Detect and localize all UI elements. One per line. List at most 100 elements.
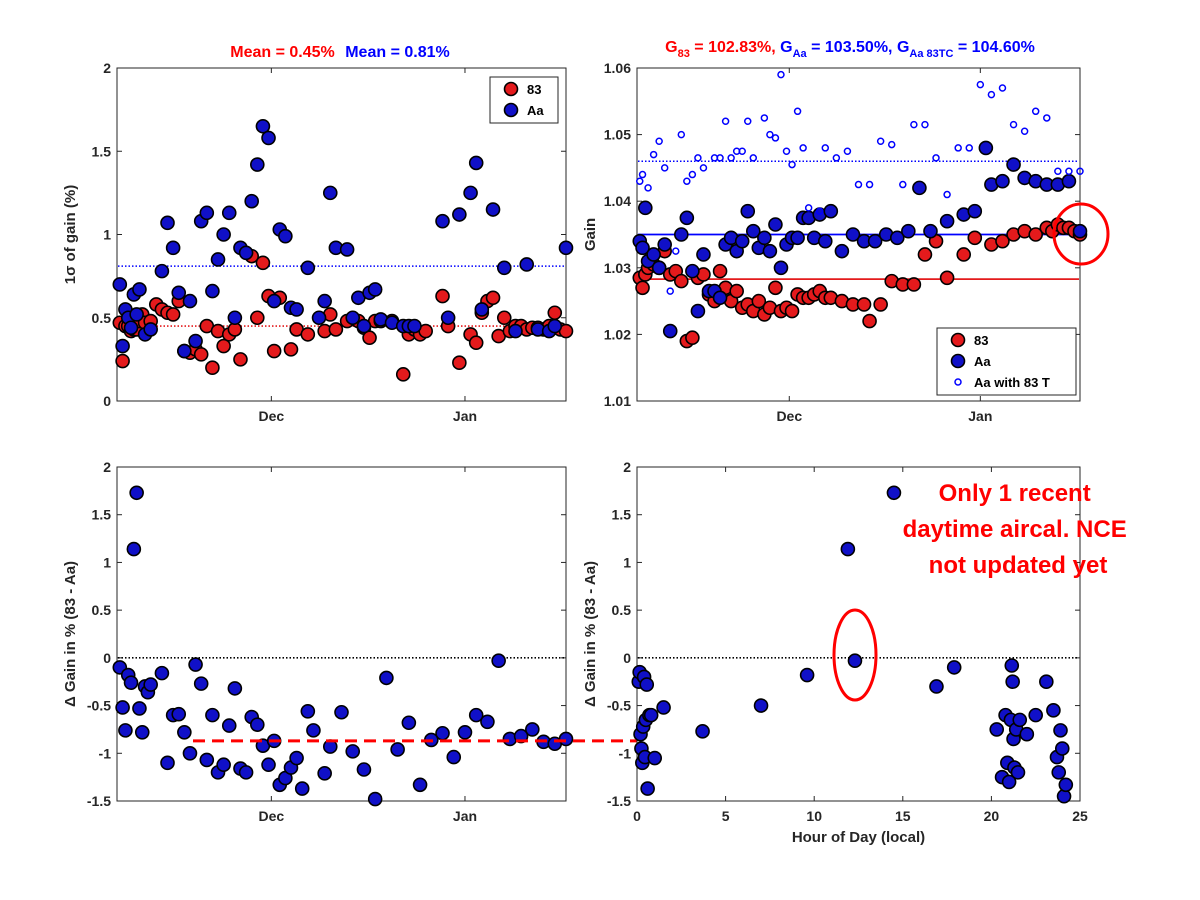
tr-point [1054, 167, 1062, 175]
tr-point [815, 207, 824, 215]
tr-point [738, 147, 746, 155]
tr-point [685, 263, 700, 279]
annotation-line-3: not updated yet [929, 552, 1108, 579]
tr-point [773, 260, 789, 276]
br-xtick-label: 10 [806, 808, 822, 824]
br-point [753, 698, 769, 713]
tl-title: Mean = 0.45% Mean = 0.81% [230, 44, 449, 61]
tr-title-gaa83-sub: Aa 83TC [909, 48, 953, 60]
tl-point [250, 157, 265, 172]
tl-point [221, 205, 237, 221]
tl-point [255, 255, 271, 271]
tr-title-gaa-val: = 103.50%, [807, 39, 897, 56]
tr-point [635, 240, 650, 256]
br-series-0 [631, 485, 1074, 804]
tl-title-mean-83: Mean = 0.45% [230, 44, 335, 61]
tl-point [440, 310, 456, 326]
tr-point [967, 230, 983, 246]
tl-point [193, 347, 209, 362]
tr-title: G83 = 102.83%, GAa = 103.50%, GAa 83TC =… [665, 39, 1035, 60]
highlight-circle-gain [1052, 202, 1110, 266]
tl-point [255, 118, 271, 134]
tr-point [939, 270, 955, 286]
bl-ytick-label: -1.5 [87, 793, 111, 809]
tr-point [760, 114, 769, 122]
br-ytick-label: 2 [623, 459, 631, 475]
tr-point [967, 203, 983, 219]
tl-point [474, 302, 490, 317]
bl-point [216, 757, 231, 773]
br-point [640, 781, 655, 796]
bl-ytick-label: 1 [103, 554, 111, 570]
tr-ytick-label: 1.03 [604, 260, 631, 276]
tr-series-1 [632, 140, 1088, 339]
tl-point [216, 227, 231, 242]
bl-point [401, 715, 417, 731]
bl-point [356, 762, 372, 777]
bl-point [491, 653, 506, 669]
tr-point [790, 230, 805, 246]
tr-point [768, 280, 783, 296]
tr-point [782, 147, 791, 155]
tr-point [906, 277, 922, 292]
bl-point [261, 757, 276, 773]
tr-point [788, 160, 796, 169]
tr-point [1043, 114, 1051, 122]
tr-point [912, 180, 927, 196]
tr-title-g83-sub: 83 [678, 48, 690, 60]
tr-legend-marker [950, 353, 966, 369]
tr-title-gaa83-base: G [897, 39, 909, 56]
br-point [1012, 712, 1028, 728]
tr-ytick-label: 1.05 [604, 127, 631, 143]
tl-point [266, 293, 282, 309]
tr-point [995, 233, 1010, 249]
tl-point [205, 283, 220, 299]
tr-point [712, 263, 728, 279]
bl-point [317, 766, 332, 781]
tr-point [1072, 223, 1088, 239]
tl-point [496, 310, 512, 326]
bl-ytick-label: 2 [103, 459, 111, 475]
tr-ytick-label: 1.01 [604, 393, 631, 409]
br-ytick-label: 0 [623, 650, 631, 666]
tl-point [367, 282, 383, 297]
tr-point [672, 247, 680, 255]
tl-legend-marker [503, 81, 519, 97]
bl-point [334, 704, 349, 720]
bl-point [367, 791, 383, 807]
tl-point [485, 290, 501, 306]
tr-point [662, 323, 678, 339]
tl-point [311, 310, 327, 326]
tr-point [1031, 107, 1040, 116]
bl-point [177, 724, 192, 740]
tl-point [188, 333, 203, 349]
tr-point [646, 247, 661, 262]
tr-point [856, 297, 872, 312]
bl-series-0 [112, 485, 574, 807]
br-point [799, 667, 815, 683]
tl-point [356, 318, 372, 334]
tl-ytick-label: 0 [103, 393, 111, 409]
tr-point [768, 217, 783, 232]
tl-point [129, 307, 144, 322]
tl-title-mean-aa: Mean = 0.81% [345, 44, 450, 61]
tr-point [651, 260, 667, 276]
tr-point [845, 227, 861, 242]
tl-point [468, 335, 484, 351]
tr-point [699, 164, 708, 172]
tl-point [205, 360, 220, 376]
tr-point [793, 107, 802, 116]
br-point [840, 541, 856, 557]
tr-ytick-label: 1.02 [604, 326, 631, 342]
tr-legend-marker [954, 378, 962, 386]
br-point [946, 660, 962, 675]
bl-ytick-label: -0.5 [87, 698, 111, 714]
tr-point [832, 154, 841, 162]
br-xtick-label: 20 [984, 808, 1000, 824]
tr-point [1065, 167, 1073, 175]
panel-tl: 0 0.5 1 1.5 2 Dec Jan 1σ of gain (%) 83 Aa [62, 60, 574, 424]
br-ytick-label: 1 [623, 554, 631, 570]
bl-point [513, 728, 529, 744]
bl-point [134, 724, 150, 740]
tl-point [112, 277, 128, 292]
